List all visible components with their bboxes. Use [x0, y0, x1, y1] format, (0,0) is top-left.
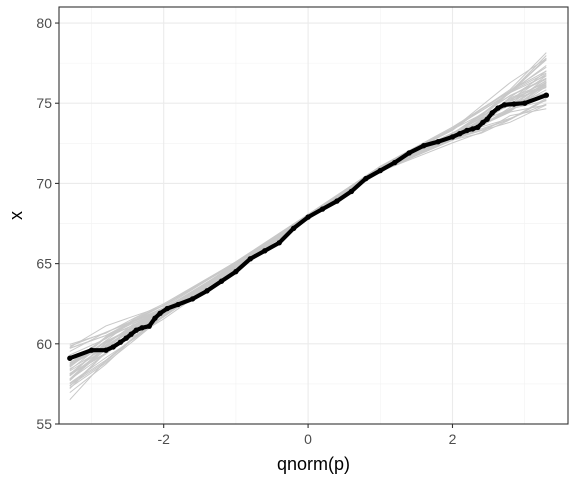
x-axis-title: qnorm(p) [277, 454, 350, 474]
data-point-trace [67, 93, 549, 361]
tick-labels: -2 0 2 55 60 65 70 75 80 [36, 15, 456, 447]
axis-ticks [55, 22, 454, 428]
y-tick-label: 65 [36, 256, 52, 272]
x-tick-label: -2 [157, 431, 170, 447]
grid-minor [59, 7, 568, 424]
sample-points [67, 92, 550, 361]
y-tick-label: 75 [36, 95, 52, 111]
envelope-line [69, 58, 547, 348]
y-tick-label: 70 [36, 175, 52, 191]
y-tick-label: 55 [36, 416, 52, 432]
x-tick-label: 2 [449, 431, 457, 447]
y-tick-label: 80 [36, 15, 52, 31]
y-tick-label: 60 [36, 336, 52, 352]
x-tick-label: 0 [304, 431, 312, 447]
y-axis-title: x [6, 211, 26, 220]
panel-border [58, 6, 569, 425]
